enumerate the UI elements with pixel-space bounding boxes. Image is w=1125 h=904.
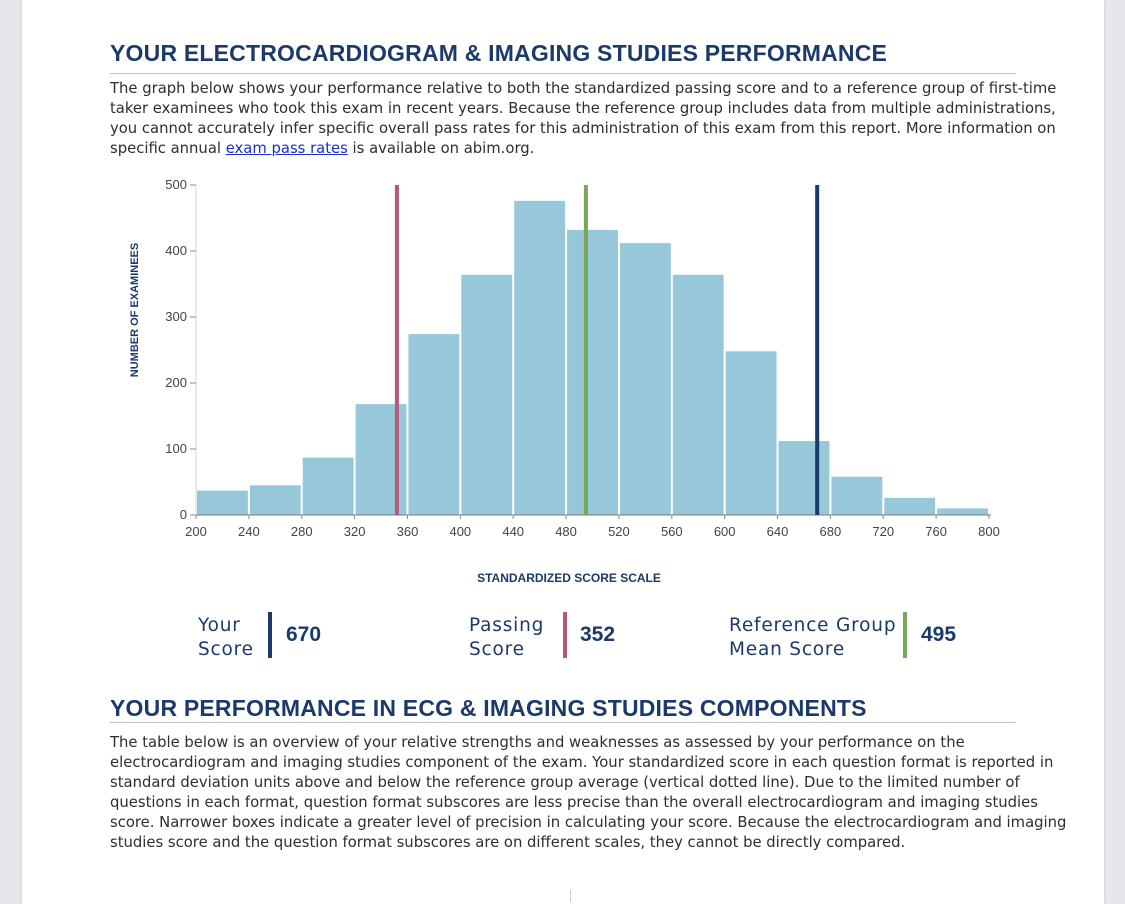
x-tick-label: 440 bbox=[502, 524, 524, 539]
reference-mean-label-line1: Reference Group bbox=[729, 615, 897, 636]
histogram-bar bbox=[302, 457, 354, 515]
x-tick-label: 720 bbox=[872, 524, 894, 539]
passing-score-value: 352 bbox=[580, 623, 616, 646]
x-tick-label: 680 bbox=[820, 524, 842, 539]
legend-reference-mean: Reference Group Mean Score 495 bbox=[729, 612, 1009, 664]
components-paragraph: The table below is an overview of your r… bbox=[110, 734, 1067, 851]
reference-mean-marker bbox=[903, 612, 907, 658]
x-tick-label: 400 bbox=[449, 524, 471, 539]
title-divider bbox=[110, 73, 1016, 74]
x-tick-label: 280 bbox=[291, 524, 313, 539]
histogram-bar bbox=[461, 274, 513, 515]
passing-score-marker bbox=[563, 612, 567, 658]
your-score-marker bbox=[268, 612, 272, 658]
legend-passing-score: Passing Score 352 bbox=[469, 612, 669, 664]
histogram-bar bbox=[725, 351, 777, 515]
your-score-label-line1: Your bbox=[198, 615, 241, 636]
y-tick-label: 300 bbox=[165, 309, 187, 324]
report-page: YOUR ELECTROCARDIOGRAM & IMAGING STUDIES… bbox=[22, 0, 1104, 904]
x-tick-label: 320 bbox=[344, 524, 366, 539]
histogram-bar bbox=[831, 476, 883, 515]
x-tick-label: 480 bbox=[555, 524, 577, 539]
x-tick-label: 360 bbox=[397, 524, 419, 539]
x-tick-label: 560 bbox=[661, 524, 683, 539]
your-score-label-line2: Score bbox=[198, 639, 254, 660]
x-tick-label: 800 bbox=[978, 524, 1000, 539]
passing-score-label: Passing Score bbox=[469, 614, 544, 662]
histogram-bar bbox=[778, 441, 830, 515]
x-tick-label: 240 bbox=[238, 524, 260, 539]
intro-text: The graph below shows your performance r… bbox=[110, 80, 1057, 157]
score-histogram-chart: 0 100 200 300 400 500 200 240 280 320 360 400 440 480… bbox=[129, 177, 1000, 585]
reference-mean-label: Reference Group Mean Score bbox=[729, 614, 896, 662]
x-tick-label: 520 bbox=[608, 524, 630, 539]
your-score-label: Your Score bbox=[198, 614, 254, 662]
histogram-bar bbox=[672, 274, 724, 515]
legend-your-score: Your Score 670 bbox=[198, 612, 358, 664]
passing-score-label-line2: Score bbox=[469, 639, 525, 660]
x-tick-label: 600 bbox=[714, 524, 736, 539]
x-tick-label: 760 bbox=[925, 524, 947, 539]
histogram-bar bbox=[619, 243, 671, 515]
page-marker bbox=[570, 890, 571, 902]
reference-mean-value: 495 bbox=[921, 623, 957, 646]
histogram-bar bbox=[249, 485, 301, 515]
x-tick-label: 200 bbox=[185, 524, 207, 539]
passing-score-label-line1: Passing bbox=[469, 615, 545, 636]
section-title-components: YOUR PERFORMANCE IN ECG & IMAGING STUDIE… bbox=[110, 695, 867, 721]
histogram-bar bbox=[937, 508, 988, 515]
y-tick-label: 0 bbox=[180, 507, 187, 522]
y-tick-label: 400 bbox=[165, 243, 187, 258]
components-divider bbox=[110, 722, 1016, 723]
section-title-performance: YOUR ELECTROCARDIOGRAM & IMAGING STUDIES… bbox=[110, 40, 888, 66]
intro-text-end: is available on abim.org. bbox=[347, 140, 535, 157]
x-tick-label: 640 bbox=[767, 524, 789, 539]
your-score-value: 670 bbox=[286, 623, 322, 646]
y-tick-label: 200 bbox=[165, 375, 187, 390]
y-axis-label: NUMBER OF EXAMINEES bbox=[129, 243, 141, 377]
x-axis-label: STANDARDIZED SCORE SCALE bbox=[477, 571, 661, 585]
histogram-bar bbox=[567, 229, 618, 515]
histogram-bar bbox=[514, 200, 566, 515]
reference-mean-label-line2: Mean Score bbox=[729, 639, 846, 660]
histogram-bar bbox=[408, 334, 460, 515]
histogram-bar bbox=[884, 497, 936, 515]
y-tick-label: 500 bbox=[165, 177, 187, 192]
exam-pass-rates-link[interactable]: exam pass rates bbox=[225, 140, 348, 157]
histogram-bar bbox=[197, 490, 248, 515]
y-tick-label: 100 bbox=[165, 441, 187, 456]
intro-paragraph: The graph below shows your performance r… bbox=[110, 79, 1070, 159]
